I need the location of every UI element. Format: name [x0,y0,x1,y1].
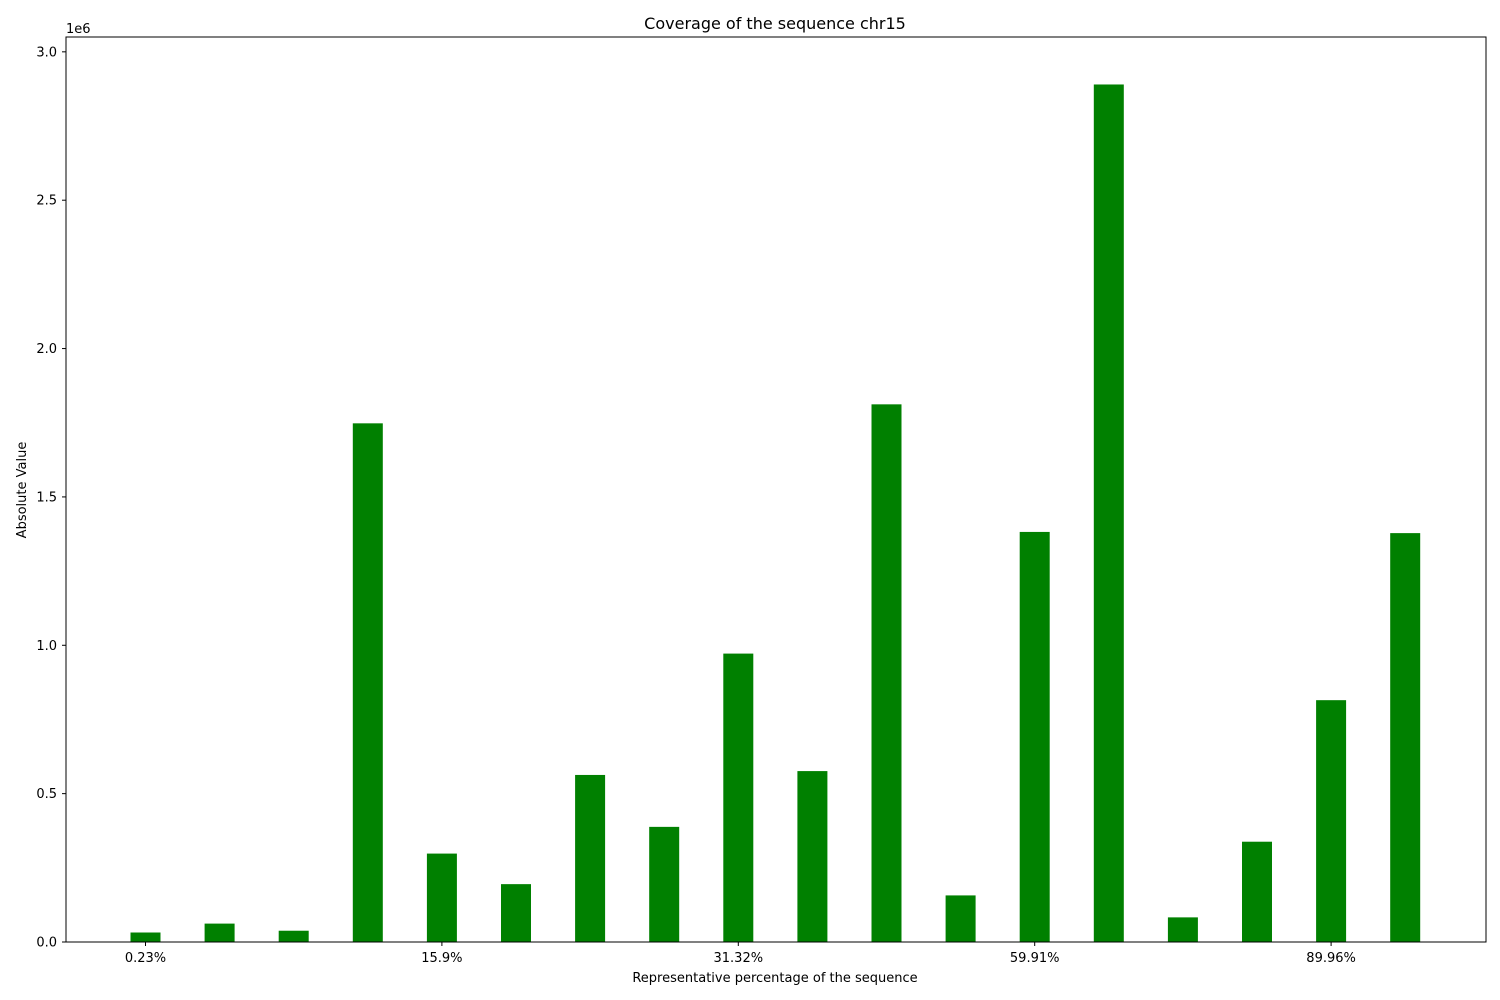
bar-13 [1093,84,1124,943]
y-axis-ticks: 0.0 0.5 1.0 1.5 2.0 2.5 3.0 [36,45,66,951]
bar-17 [1390,533,1421,942]
bar-4 [426,853,457,942]
bar-7 [649,826,680,942]
bar-8 [723,653,754,942]
plot-frame [65,36,1487,943]
x-tick-label: 15.9% [421,951,462,966]
x-tick-label: 0.23% [125,951,166,966]
bar-12 [1019,531,1050,942]
y-tick-label: 0.0 [36,936,57,951]
x-axis-ticks: 0.23% 15.9% 31.32% 59.91% 89.96% [125,942,1356,966]
chart-title: Coverage of the sequence chr15 [644,14,906,33]
bar-15 [1242,841,1272,942]
bar-3 [352,423,383,943]
bar-9 [797,771,828,942]
x-tick-label: 89.96% [1306,951,1356,966]
x-axis-label: Representative percentage of the sequenc… [632,971,917,986]
y-tick-label: 2.5 [36,194,57,209]
x-tick-label: 59.91% [1010,951,1060,966]
y-tick-label: 0.5 [36,787,57,802]
bar-0 [130,932,161,942]
bars-group [130,84,1421,943]
bar-11 [945,895,976,942]
bar-1 [204,923,235,942]
bar-10 [871,404,902,943]
x-tick-label: 31.32% [714,951,764,966]
y-tick-label: 1.0 [36,639,57,654]
y-tick-label: 1.5 [36,490,57,505]
y-tick-label: 2.0 [36,342,57,357]
bar-14 [1167,917,1198,942]
bar-6 [575,774,606,942]
bar-2 [278,930,309,942]
y-tick-label: 3.0 [36,45,57,60]
bar-5 [501,884,531,942]
bar-16 [1316,700,1347,942]
y-axis-label: Absolute Value [15,442,30,539]
y-axis-offset-label: 1e6 [66,22,91,37]
